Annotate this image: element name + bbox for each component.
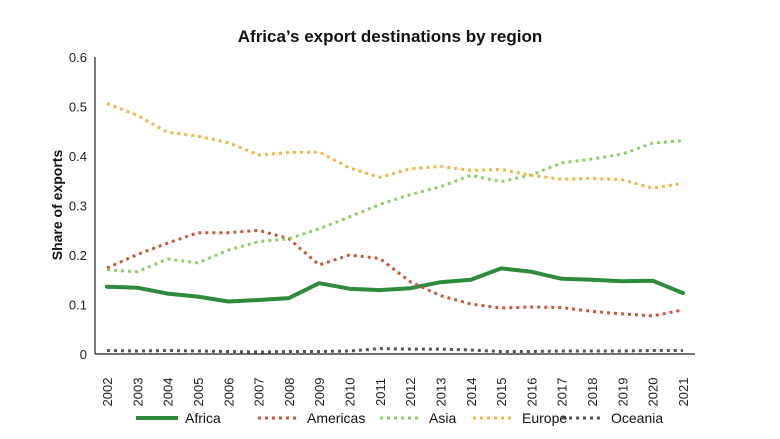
series-line-africa xyxy=(105,266,685,304)
x-tick-label: 2014 xyxy=(464,378,479,407)
series-line-americas xyxy=(106,228,684,318)
series-line-asia xyxy=(106,139,684,274)
legend: Africa Americas Asia Europe Oceania xyxy=(136,410,663,426)
y-tick-label: 0 xyxy=(80,347,87,362)
chart-title: Africa’s export destinations by region xyxy=(238,27,543,46)
y-tick-label: 0.1 xyxy=(69,298,87,313)
y-axis-label: Share of exports xyxy=(49,150,65,261)
x-tick-label: 2012 xyxy=(403,378,418,407)
y-tick-label: 0.4 xyxy=(69,149,87,164)
series-line-oceania xyxy=(106,347,683,354)
y-tick-label: 0.2 xyxy=(69,248,87,263)
x-tick-label: 2005 xyxy=(191,378,206,407)
x-tick-label: 2019 xyxy=(615,378,630,407)
y-tick-label: 0.5 xyxy=(69,100,87,115)
x-tick-label: 2015 xyxy=(494,378,509,407)
x-tick-label: 2020 xyxy=(646,378,661,407)
legend-label-asia: Asia xyxy=(429,410,456,426)
legend-label-americas: Americas xyxy=(307,410,365,426)
x-tick-label: 2016 xyxy=(524,378,539,407)
x-tick-label: 2009 xyxy=(312,378,327,407)
x-tick-label: 2011 xyxy=(373,378,388,406)
legend-label-africa: Africa xyxy=(185,410,221,426)
x-tick-label: 2017 xyxy=(555,378,570,407)
x-tick-label: 2018 xyxy=(585,378,600,407)
y-tick-label: 0.6 xyxy=(69,50,87,65)
plot-area: 0 0.1 0.2 0.3 0.4 0.5 0.6 2002 2003 2004 2005 2006 2… xyxy=(69,50,695,406)
legend-label-oceania: Oceania xyxy=(611,410,663,426)
x-tick-label: 2021 xyxy=(676,378,691,407)
x-tick-label: 2008 xyxy=(282,378,297,407)
y-tick-label: 0.3 xyxy=(69,199,87,214)
x-tick-label: 2006 xyxy=(221,378,236,407)
x-tick-label: 2002 xyxy=(100,378,115,407)
x-tick-label: 2007 xyxy=(252,378,267,407)
x-tick-label: 2013 xyxy=(433,378,448,407)
legend-label-europe: Europe xyxy=(522,410,567,426)
x-tick-label: 2004 xyxy=(161,378,176,407)
x-tick-label: 2003 xyxy=(130,378,145,407)
x-tick-label: 2010 xyxy=(343,378,358,407)
series-line-europe xyxy=(106,102,684,190)
